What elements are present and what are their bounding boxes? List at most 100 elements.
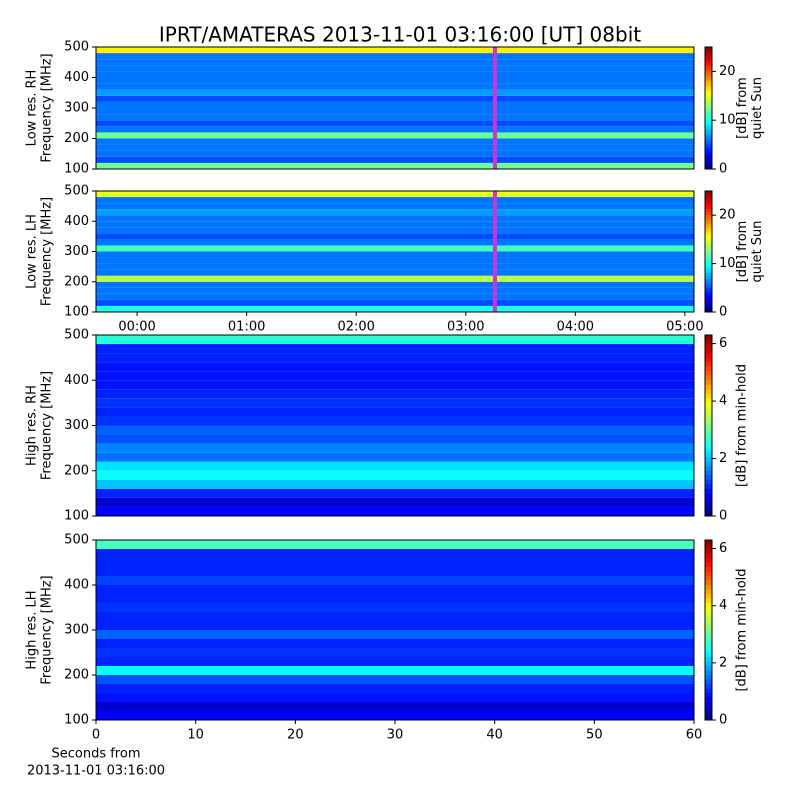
colorbar-segment: [705, 375, 712, 381]
heatmap-row: [96, 77, 694, 84]
colorbar-tick-label: 2: [719, 451, 727, 466]
heatmap-row: [96, 191, 694, 198]
x-label: Seconds from: [51, 747, 140, 762]
colorbar-segment: [705, 420, 712, 426]
heatmap-row: [96, 380, 694, 390]
colorbar-segment: [705, 603, 712, 608]
colorbar-segment: [705, 393, 712, 399]
y-tick-label: 100: [64, 162, 89, 177]
colorbar-segment: [705, 266, 712, 271]
y-tick-label: 500: [64, 184, 89, 199]
figure-title: IPRT/AMATERAS 2013-11-01 03:16:00 [UT] 0…: [159, 23, 641, 47]
colorbar-segment: [705, 281, 712, 286]
colorbar-segment: [705, 308, 712, 313]
heatmap-row: [96, 287, 694, 294]
heatmap-row: [96, 53, 694, 60]
colorbar-segment: [705, 156, 712, 161]
x-tick-label: 04:00: [557, 320, 594, 335]
colorbar-segment: [705, 434, 712, 440]
colorbar-segment: [705, 425, 712, 431]
heatmap-row: [96, 621, 694, 630]
colorbar-segment: [705, 675, 712, 680]
y-axis-label: Frequency [MHz]: [40, 197, 55, 306]
y-tick-label: 100: [64, 509, 89, 524]
colorbar-segment: [705, 652, 712, 658]
colorbar-segment: [705, 670, 712, 676]
heatmap-row: [96, 233, 694, 240]
heatmap-row: [96, 497, 694, 507]
colorbar-segment: [705, 254, 712, 259]
colorbar-segment: [705, 576, 712, 581]
heatmap-row: [96, 251, 694, 258]
colorbar-tick-label: 10: [719, 256, 736, 271]
colorbar-segment: [705, 540, 712, 545]
colorbar-segment: [705, 68, 712, 72]
y-tick-label: 300: [64, 623, 89, 638]
heatmap-row: [96, 203, 694, 210]
colorbar-segment: [705, 236, 712, 240]
heatmap-row: [96, 362, 694, 372]
colorbar-segment: [705, 366, 712, 372]
colorbar-segment: [705, 230, 712, 234]
heatmap-row: [96, 657, 694, 666]
colorbar-segment: [705, 430, 712, 436]
colorbar-segment: [705, 457, 712, 463]
heatmap-row: [96, 353, 694, 363]
colorbar-segment: [705, 607, 712, 613]
time-marker: [492, 191, 497, 312]
colorbar-segment: [705, 380, 712, 386]
colorbar-segment: [705, 86, 712, 91]
heatmap-row: [96, 639, 694, 648]
heatmap-row: [96, 120, 694, 127]
heatmap-row: [96, 335, 694, 345]
colorbar-tick-label: 6: [719, 336, 727, 351]
colorbar-segment: [705, 242, 712, 246]
colorbar-segment: [705, 398, 712, 404]
colorbar-label: [dB] from min-hold: [735, 364, 750, 487]
colorbar-segment: [705, 479, 712, 485]
heatmap-row: [96, 239, 694, 246]
heatmap-row: [96, 558, 694, 567]
heatmap-row: [96, 126, 694, 133]
colorbar-segment: [705, 284, 712, 289]
colorbar-segment: [705, 50, 712, 54]
colorbar-segment: [705, 461, 712, 467]
colorbar-segment: [705, 589, 712, 595]
heatmap-row: [96, 479, 694, 489]
colorbar-segment: [705, 144, 712, 149]
colorbar-segment: [705, 443, 712, 449]
heatmap-row: [96, 576, 694, 585]
colorbar-segment: [705, 630, 712, 635]
heatmap-row: [96, 47, 694, 54]
colorbar-segment: [705, 239, 712, 243]
colorbar-segment: [705, 466, 712, 472]
colorbar-segment: [705, 384, 712, 390]
colorbar-segment: [705, 101, 712, 106]
colorbar-tick-label: 0: [719, 509, 727, 524]
colorbar-segment: [705, 275, 712, 280]
colorbar-segment: [705, 111, 712, 115]
colorbar-segment: [705, 89, 712, 94]
colorbar-tick-label: 20: [719, 64, 736, 79]
heatmap-row: [96, 540, 694, 549]
colorbar-segment: [705, 114, 712, 118]
colorbar-segment: [705, 612, 712, 617]
colorbar-segment: [705, 625, 712, 631]
colorbar-segment: [705, 218, 712, 222]
colorbar-segment: [705, 648, 712, 653]
heatmap-row: [96, 144, 694, 151]
colorbar-segment: [705, 53, 712, 57]
colorbar-segment: [705, 159, 712, 164]
colorbar-segment: [705, 77, 712, 82]
y-tick-label: 200: [64, 463, 89, 478]
colorbar-segment: [705, 585, 712, 590]
heatmap-row: [96, 630, 694, 639]
colorbar-tick-label: 4: [719, 598, 727, 613]
y-tick-label: 200: [64, 668, 89, 683]
colorbar-segment: [705, 553, 712, 559]
heatmap-row: [96, 594, 694, 603]
y-tick-label: 100: [64, 713, 89, 728]
colorbar-segment: [705, 634, 712, 640]
y-axis-label: Frequency [MHz]: [40, 371, 55, 480]
colorbar-segment: [705, 150, 712, 155]
